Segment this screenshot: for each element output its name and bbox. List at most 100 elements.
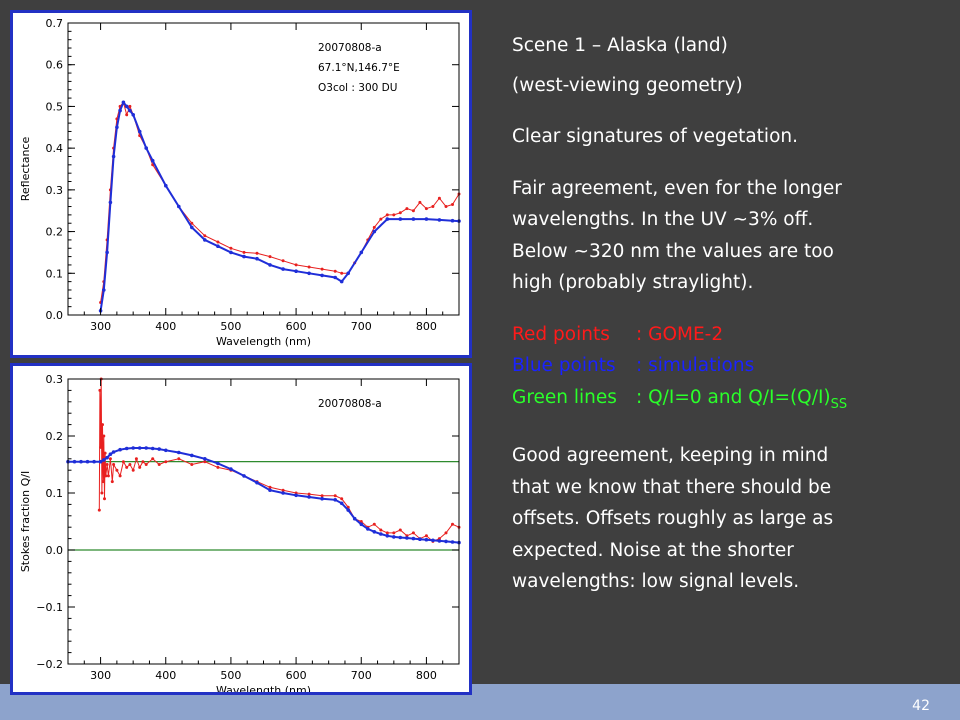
chart2-series-1-point xyxy=(137,446,142,450)
chart2-series-1-point xyxy=(268,488,272,492)
chart2-series-0-point xyxy=(281,488,285,492)
chart1-series-1-point xyxy=(128,108,132,113)
chart1-series-1-point xyxy=(398,217,403,221)
chart2-series-1-point xyxy=(281,491,285,495)
legend-blue-desc: simulations xyxy=(648,355,755,376)
chart2-series-1-point xyxy=(108,452,113,456)
chart2-series-1-point xyxy=(372,530,377,534)
chart1-plot-frame xyxy=(67,22,460,316)
chart1-series-1-point xyxy=(450,218,455,223)
chart2-series-0-point xyxy=(118,474,122,478)
chart1-series-0-point xyxy=(398,211,402,215)
chart2-series-0-point xyxy=(100,491,104,495)
chart2-y-tick-label: 0.0 xyxy=(46,544,64,557)
chart2-series-1-point xyxy=(385,534,390,538)
chart1-series-1-point xyxy=(105,250,109,255)
chart2-series-1-point xyxy=(131,446,135,450)
chart2-series-1-point xyxy=(124,446,129,451)
chart2-series-0-point xyxy=(216,465,220,469)
chart2-series-1-point xyxy=(359,522,364,527)
legend-red-sep: : xyxy=(636,323,643,345)
chart2-y-tick-label: 0.3 xyxy=(46,373,64,386)
chart2-series-0-point xyxy=(320,494,324,498)
chart2-series-1-point xyxy=(177,450,181,455)
chart1-series-1-point xyxy=(424,217,429,221)
chart1-series-1-point xyxy=(102,288,106,292)
chart2-series-1-point xyxy=(366,527,370,531)
chart2-series-0-point xyxy=(385,531,389,535)
chart2-series-0-point xyxy=(125,465,129,469)
chart1-y-tick-label: 0.6 xyxy=(46,59,64,72)
chart1-series-1-point xyxy=(190,225,194,230)
chart2-series-0-point xyxy=(138,465,142,469)
chart2-x-tick-label: 600 xyxy=(286,669,307,682)
chart2-series-0-point xyxy=(340,497,344,501)
chart2-series-0-point xyxy=(97,508,101,512)
chart2-series-1-point xyxy=(339,501,344,506)
chart2-x-tick-label: 400 xyxy=(155,669,176,682)
chart1-series-0-point xyxy=(451,203,454,206)
chart2-series-1-point xyxy=(398,535,403,540)
chart1-y-axis-label: Reflectance xyxy=(19,137,32,202)
chart2-series-1-point xyxy=(150,446,155,451)
chart2-series-1-point xyxy=(392,535,396,539)
chart2-y-tick-label: −0.1 xyxy=(36,601,63,614)
agreement-line-4: high (probably straylight). xyxy=(512,272,754,293)
chart2-x-tick-label: 300 xyxy=(90,669,111,682)
chart2-series-1-point xyxy=(111,450,116,454)
chart2-series-0-point xyxy=(307,492,311,496)
vegetation-note: Clear signatures of vegetation. xyxy=(512,126,799,147)
chart2-series-0-point xyxy=(144,463,148,466)
chart2-series-1-point xyxy=(444,539,448,544)
chart2-series-0-point xyxy=(398,528,402,532)
chart2-series-0-line xyxy=(98,378,460,542)
chart1-series-0-point xyxy=(405,207,409,211)
chart2-series-0-point xyxy=(444,531,448,535)
chart2-series-1-point xyxy=(450,540,455,544)
chart2-series-1-point xyxy=(333,498,338,502)
chart2-series-0-point xyxy=(108,457,112,461)
chart1-x-tick-label: 700 xyxy=(351,320,372,333)
stokes-chart: 300 400 500 600 700 800 −0.2 −0.1 0.0 0.1 0.2 0.3 Wa… xyxy=(19,373,461,692)
chart1-x-tick-label: 300 xyxy=(90,320,111,333)
chart1-series-1-point xyxy=(359,250,364,255)
chart1-series-1-point xyxy=(242,254,246,259)
offsets-line-2: that we know that there should be xyxy=(512,476,832,498)
offsets-line-4: expected. Noise at the shorter xyxy=(512,539,794,561)
chart2-series-1-point xyxy=(424,537,429,542)
chart1-y-tick-label: 0.3 xyxy=(46,184,64,197)
chart2-series-1-point xyxy=(320,496,324,501)
chart2-annotation-0: 20070808-a xyxy=(318,398,382,410)
chart1-series-0-point xyxy=(424,207,428,211)
chart2-series-0-point xyxy=(104,474,108,478)
chart1-series-1-point xyxy=(339,279,344,284)
legend-green-subscript: SS xyxy=(830,396,848,412)
chart2-series-1-point xyxy=(379,532,383,536)
legend-green-lines: Green lines : Q/I=0 and Q/I=(Q/I)SS xyxy=(512,382,942,421)
chart2-series-0-point xyxy=(177,457,181,461)
chart2-series-0-point xyxy=(141,460,145,464)
chart2-series-1-point xyxy=(411,536,416,541)
chart2-series-1-point xyxy=(431,538,435,543)
chart2-series-0-point xyxy=(99,445,103,449)
chart2-series-1-point xyxy=(118,447,122,452)
chart1-series-1-point xyxy=(131,113,135,117)
chart2-series-0-point xyxy=(379,528,383,532)
chart2-series-0-point xyxy=(392,531,396,535)
reflectance-chart: 300 400 500 600 700 800 0.0 0.1 0.2 0.3 0.4 0.5 0.6 0… xyxy=(19,17,461,348)
chart2-series-0-point xyxy=(134,457,138,461)
chart1-series-1-point xyxy=(164,183,168,188)
chart2-series-0-point xyxy=(115,468,119,472)
chart1-series-1-point xyxy=(144,146,148,150)
chart2-y-tick-label: 0.1 xyxy=(46,487,64,500)
chart2-series-0-point xyxy=(424,534,428,538)
chart1-series-0-point xyxy=(203,234,207,238)
offsets-line-1: Good agreement, keeping in mind xyxy=(512,445,829,466)
legend-green-sep: : xyxy=(636,386,643,408)
chart1-y-tick-label: 0.4 xyxy=(46,142,64,155)
chart1-annotation-2: O3col : 300 DU xyxy=(318,82,397,94)
chart1-series-0-point xyxy=(281,259,285,263)
chart2-series-0-point xyxy=(203,460,207,464)
chart1-series-1-point xyxy=(229,250,233,255)
chart1-series-0-point xyxy=(372,225,376,229)
